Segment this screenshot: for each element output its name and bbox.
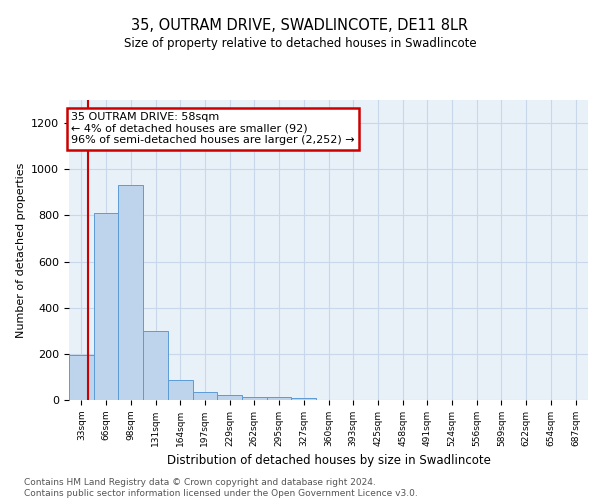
Bar — [193, 392, 217, 400]
Text: 35, OUTRAM DRIVE, SWADLINCOTE, DE11 8LR: 35, OUTRAM DRIVE, SWADLINCOTE, DE11 8LR — [131, 18, 469, 32]
Bar — [143, 331, 168, 400]
Text: Contains HM Land Registry data © Crown copyright and database right 2024.
Contai: Contains HM Land Registry data © Crown c… — [24, 478, 418, 498]
Bar — [94, 213, 118, 400]
Bar — [217, 396, 242, 400]
Bar — [168, 380, 193, 400]
Y-axis label: Number of detached properties: Number of detached properties — [16, 162, 26, 338]
Text: Size of property relative to detached houses in Swadlincote: Size of property relative to detached ho… — [124, 38, 476, 51]
Bar — [242, 396, 267, 400]
Bar — [267, 397, 292, 400]
X-axis label: Distribution of detached houses by size in Swadlincote: Distribution of detached houses by size … — [167, 454, 490, 468]
Bar — [292, 398, 316, 400]
Text: 35 OUTRAM DRIVE: 58sqm
← 4% of detached houses are smaller (92)
96% of semi-deta: 35 OUTRAM DRIVE: 58sqm ← 4% of detached … — [71, 112, 355, 145]
Bar — [69, 355, 94, 400]
Bar — [118, 186, 143, 400]
